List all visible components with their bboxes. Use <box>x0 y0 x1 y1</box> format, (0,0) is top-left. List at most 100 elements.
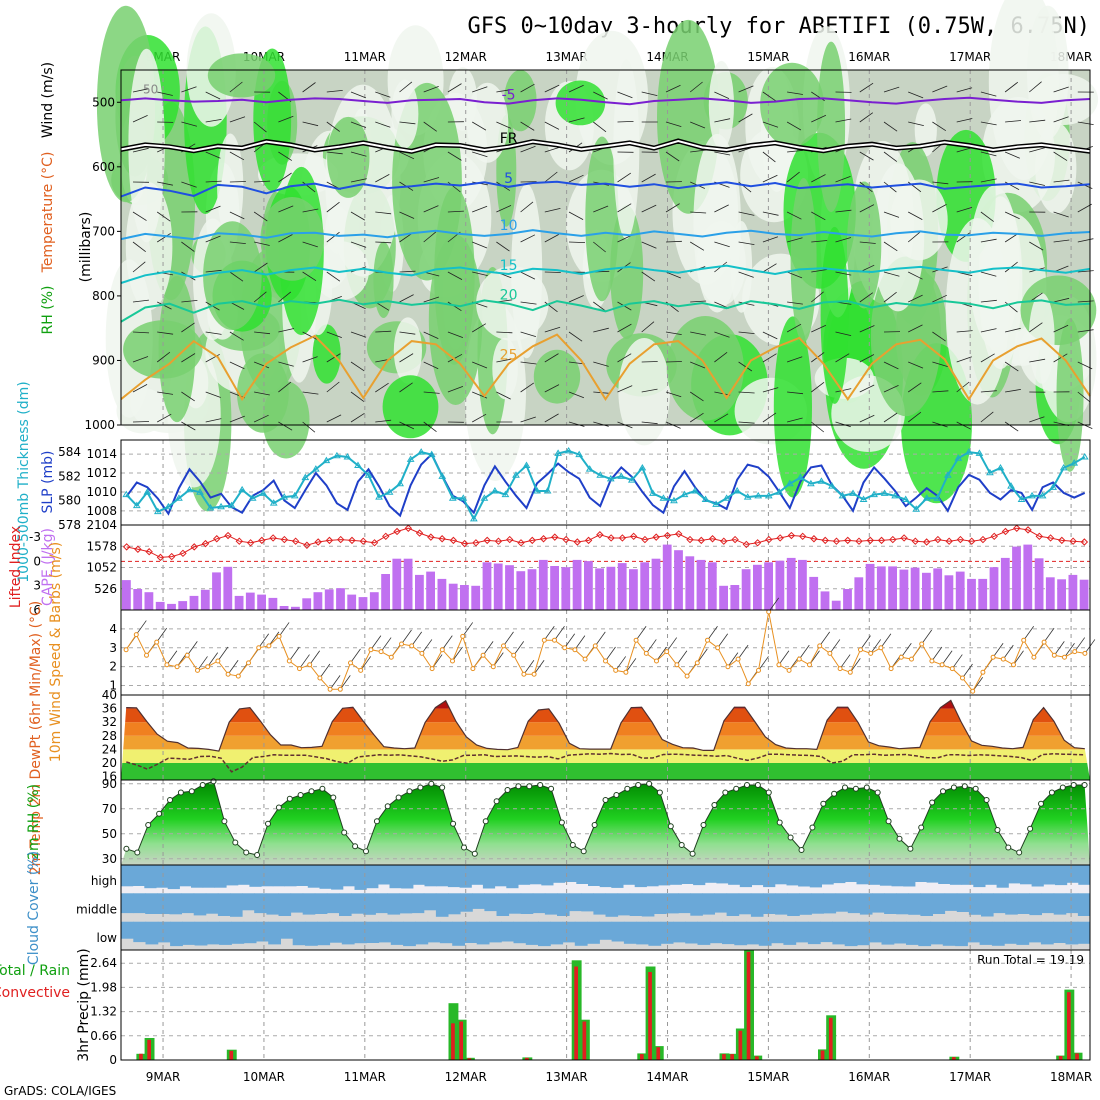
precip-convective-bar <box>147 1039 151 1060</box>
lifted-index-point <box>573 538 582 546</box>
wind-barb <box>932 390 949 393</box>
cape-bar <box>685 556 695 610</box>
cloud-bar-high <box>891 865 904 887</box>
cloud-bar-low <box>771 921 784 944</box>
wind-barb <box>859 112 874 123</box>
wind-speed-point <box>348 660 353 666</box>
lifted-index-point <box>269 534 277 542</box>
rh-point <box>1059 784 1066 791</box>
rh-point <box>428 780 435 787</box>
rh-patch <box>260 197 325 281</box>
legend-temperature: Temperature (°C) <box>40 152 56 274</box>
rh-patch <box>820 226 849 404</box>
slp-axis-label: SLP (mb) <box>40 450 56 513</box>
wind-barb <box>762 263 777 273</box>
wind-barb-10m <box>829 639 841 654</box>
rh-point <box>776 819 783 826</box>
rh-point <box>907 845 914 852</box>
cloud-bar-low <box>636 921 649 945</box>
rh-patch <box>158 275 196 423</box>
lifted-index-point <box>675 530 683 538</box>
wind-barb-10m <box>166 650 178 666</box>
cape-bar <box>538 559 548 610</box>
wind-barb <box>326 231 340 243</box>
lifted-index-point <box>832 537 841 545</box>
wind-barb <box>835 209 852 213</box>
wind-barb <box>690 149 707 153</box>
wind-barb <box>278 361 294 367</box>
cloud-bar-middle <box>1017 893 1030 914</box>
cloud-bar-low <box>121 921 134 939</box>
thickness-point <box>659 494 668 501</box>
cape-bar <box>876 566 886 610</box>
wind-barb <box>762 151 776 163</box>
wind-barb <box>787 91 803 95</box>
wind-barb <box>423 361 439 370</box>
cloud-bar-high <box>389 865 402 889</box>
cloud-bar-high <box>774 865 787 885</box>
cape-bar <box>144 592 154 610</box>
cape-bar <box>234 595 244 610</box>
wind-barb <box>278 234 293 243</box>
wind-barb <box>399 211 415 219</box>
lifted-index-point <box>945 537 953 545</box>
wind-barb <box>883 211 900 218</box>
cloud-bar-middle <box>787 893 800 916</box>
cloud-bar-middle <box>593 893 606 915</box>
rh-point <box>167 797 173 803</box>
thickness-point <box>290 491 299 499</box>
cape-bar <box>550 566 559 610</box>
cloud-bar-low <box>1077 921 1091 944</box>
wind-barb <box>1004 301 1018 313</box>
cloud-axis-label: Cloud Cover (%) <box>26 851 42 965</box>
wind-barb <box>544 121 560 130</box>
y-tick-label: 500 <box>92 95 115 109</box>
wind-barb <box>132 331 150 334</box>
wind-barb <box>205 180 222 183</box>
slp-tick-label: 1012 <box>86 466 117 480</box>
rh-point <box>493 798 500 805</box>
wind-barb <box>593 421 609 427</box>
wind-barb <box>1053 353 1068 363</box>
wind-barb-10m <box>523 659 535 675</box>
cloud-bar-high <box>599 865 612 888</box>
wind-barb <box>229 81 243 93</box>
thickness-point <box>459 494 468 501</box>
rh-point <box>384 803 391 810</box>
lifted-index-point <box>889 535 897 544</box>
wind-barb <box>520 382 535 393</box>
rh-patch <box>790 177 817 343</box>
cape-bar <box>381 574 390 610</box>
rh-area <box>121 781 1090 865</box>
wind-barb <box>399 81 413 93</box>
isotherm-5 <box>120 298 1091 323</box>
wind-barb <box>302 356 318 363</box>
lifted-index-point <box>1046 534 1055 542</box>
rh-point <box>624 785 631 792</box>
wind-barb <box>1029 241 1044 251</box>
wind-barb <box>980 299 997 303</box>
wind-barb <box>302 121 319 127</box>
wind-barb-10m <box>329 675 341 690</box>
wind-barb <box>908 121 924 126</box>
wind-barb <box>883 385 899 393</box>
cloud-bar-high <box>156 865 169 888</box>
wind-barb <box>350 211 366 221</box>
wind-barb <box>132 261 146 273</box>
wind-barb <box>568 117 585 123</box>
wind-speed-point <box>970 688 976 694</box>
wind-barb <box>641 204 657 213</box>
cloud-bar-high <box>226 865 239 886</box>
wind-barb <box>762 91 777 102</box>
precip-axis-label: 3hr Precip (mm) <box>76 948 92 1061</box>
rh-point <box>395 794 402 801</box>
wind-barb <box>447 210 464 213</box>
cloud-bar-middle <box>435 893 449 917</box>
wind-barb <box>423 177 440 183</box>
wind-barb <box>665 203 680 213</box>
cloud-bar-middle <box>569 893 582 912</box>
wind-barb <box>350 241 367 248</box>
lifted-index-point <box>708 535 717 543</box>
panel-frame <box>120 69 1091 426</box>
